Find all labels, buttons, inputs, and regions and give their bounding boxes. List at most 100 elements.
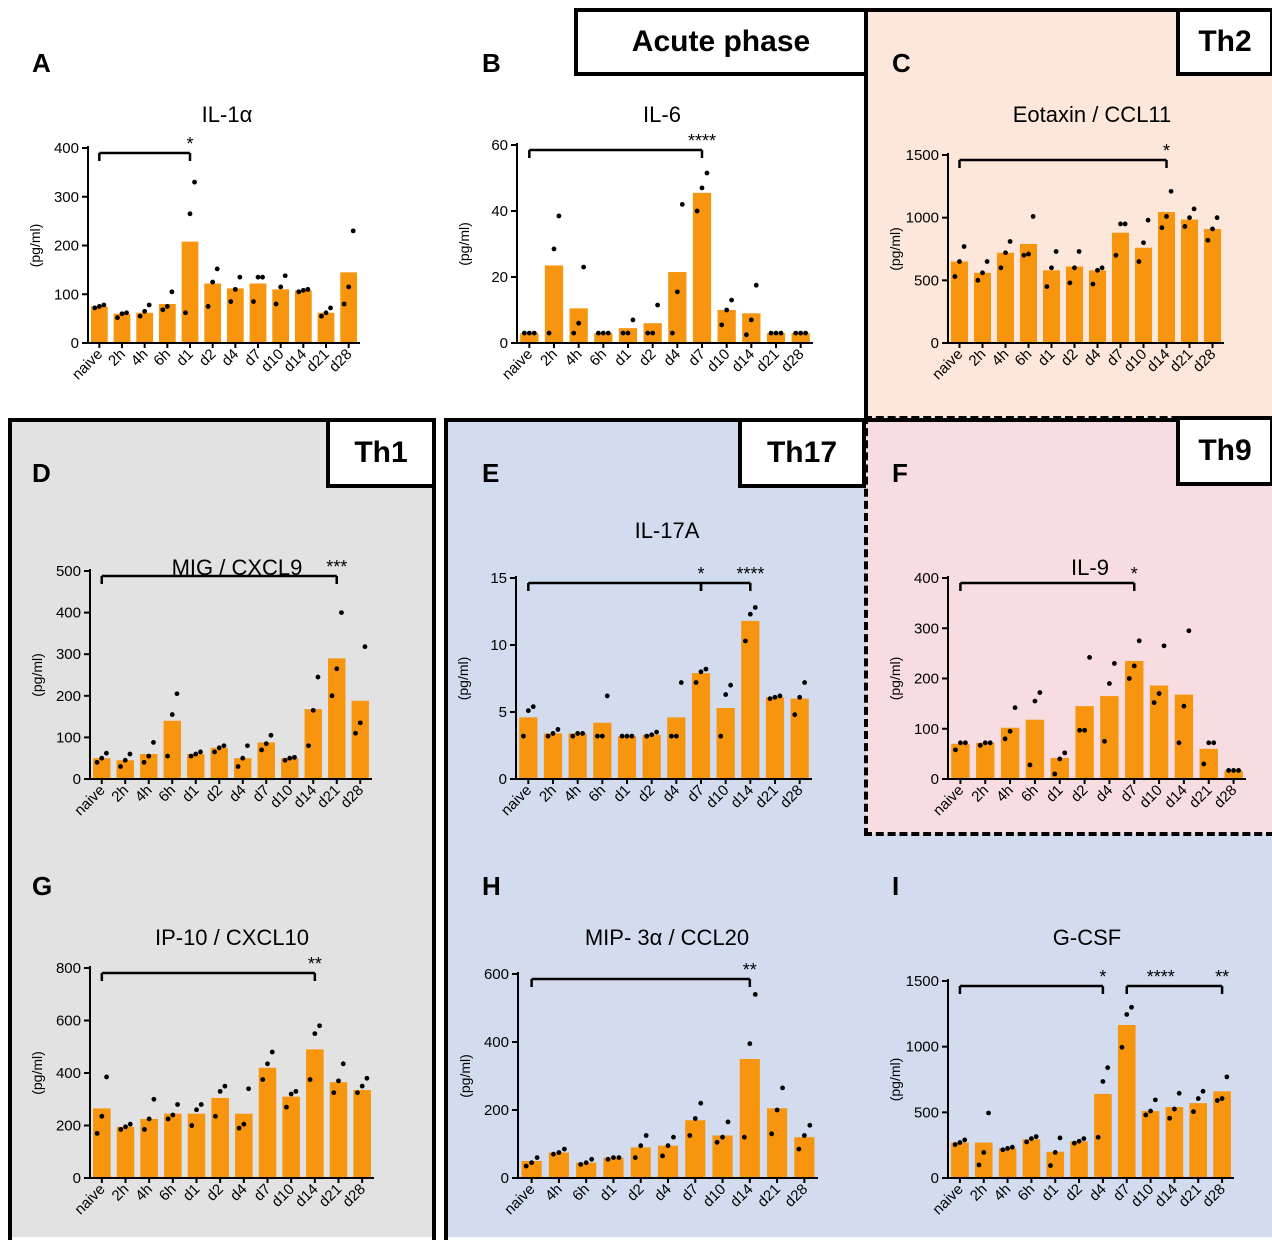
data-point (774, 1107, 780, 1113)
data-point (1102, 738, 1107, 744)
data-point (1076, 1138, 1082, 1144)
data-point (1048, 1163, 1053, 1168)
data-point (221, 743, 227, 749)
y-tick-label: 1500 (906, 973, 939, 990)
x-tick-label: d10 (1128, 1181, 1158, 1211)
data-point (952, 274, 958, 279)
data-point (94, 759, 100, 765)
x-tick-label: 4h (562, 346, 586, 370)
bar (1141, 1111, 1160, 1178)
data-point (1111, 661, 1117, 666)
data-point (611, 1155, 616, 1160)
data-point (555, 727, 561, 732)
data-point (1044, 284, 1050, 289)
data-point (1176, 740, 1182, 746)
x-tick-label: d4 (651, 1181, 675, 1205)
panel-letter: A (32, 48, 51, 78)
data-point (984, 259, 990, 264)
data-point (529, 1160, 535, 1166)
bar (1174, 694, 1194, 779)
data-point (982, 740, 988, 746)
y-tick-label: 10 (490, 637, 507, 654)
bar (1100, 696, 1119, 779)
x-tick-label: 6h (1018, 782, 1042, 806)
data-point (198, 1102, 204, 1107)
data-point (1167, 1115, 1173, 1121)
bar (667, 717, 686, 779)
data-point (523, 1163, 529, 1169)
data-point (801, 1133, 807, 1138)
data-point (747, 1041, 753, 1047)
data-point (122, 757, 128, 763)
data-point (556, 1150, 562, 1155)
chart-title: IL-6 (643, 102, 681, 127)
data-point (650, 330, 656, 336)
significance-label: *** (326, 557, 347, 577)
bar (976, 742, 995, 779)
y-tick-label: 1500 (906, 147, 939, 164)
bar (1111, 232, 1130, 343)
y-tick-label: 400 (484, 1034, 509, 1051)
data-point (1129, 1004, 1134, 1010)
data-point (687, 1133, 693, 1138)
x-tick-label: 6h (1014, 1181, 1038, 1205)
data-point (1100, 1079, 1106, 1084)
significance-label: **** (688, 131, 716, 151)
data-point (1159, 225, 1165, 231)
bar (974, 1142, 993, 1178)
data-point (720, 1134, 725, 1140)
panel-letter: E (482, 458, 499, 488)
data-point (975, 277, 981, 283)
data-point (534, 1155, 540, 1160)
data-point (1095, 1134, 1101, 1140)
data-point (329, 693, 335, 699)
x-tick-label: 2h (537, 346, 561, 370)
data-point (353, 730, 358, 736)
y-tick-label: 0 (71, 335, 79, 352)
data-point (665, 1143, 671, 1149)
data-point (213, 1113, 218, 1119)
data-point (142, 308, 148, 314)
data-point (263, 741, 269, 747)
data-point (269, 1049, 275, 1055)
x-tick-label: 4h (989, 346, 1013, 370)
data-point (692, 1116, 698, 1121)
data-point (797, 694, 803, 700)
x-tick-label: 4h (542, 1181, 566, 1205)
data-point (719, 322, 725, 328)
x-tick-label: d10 (704, 346, 734, 376)
data-point (273, 301, 279, 307)
bar (692, 192, 712, 343)
x-tick-label: 4h (132, 1181, 156, 1205)
data-point (957, 259, 962, 264)
data-point (777, 693, 783, 699)
bar (234, 758, 252, 779)
bar (1042, 270, 1061, 343)
x-tick-label: d21 (1175, 1181, 1205, 1211)
data-point (1029, 1136, 1034, 1141)
data-point (605, 330, 611, 336)
x-tick-label: 6h (155, 782, 179, 806)
y-tick-label: 400 (914, 570, 939, 587)
data-point (292, 754, 297, 760)
data-point (282, 757, 288, 763)
bar (951, 1142, 969, 1178)
y-axis-label: (pg/ml) (887, 1058, 903, 1102)
data-point (346, 284, 352, 290)
bar (317, 312, 335, 343)
data-point (981, 1149, 987, 1155)
data-point (645, 330, 651, 336)
data-point (796, 1146, 802, 1152)
data-point (741, 1134, 747, 1140)
data-point (670, 330, 675, 336)
y-tick-label: 300 (54, 189, 79, 206)
y-axis-label: (pg/ml) (457, 1054, 473, 1098)
data-point (1107, 681, 1112, 686)
x-tick-label: d2 (202, 782, 226, 806)
bar (790, 698, 809, 779)
data-point (245, 743, 250, 749)
data-point (1172, 1106, 1177, 1112)
data-point (643, 1133, 649, 1138)
bar (766, 333, 786, 343)
x-tick-label: d2 (196, 346, 220, 370)
